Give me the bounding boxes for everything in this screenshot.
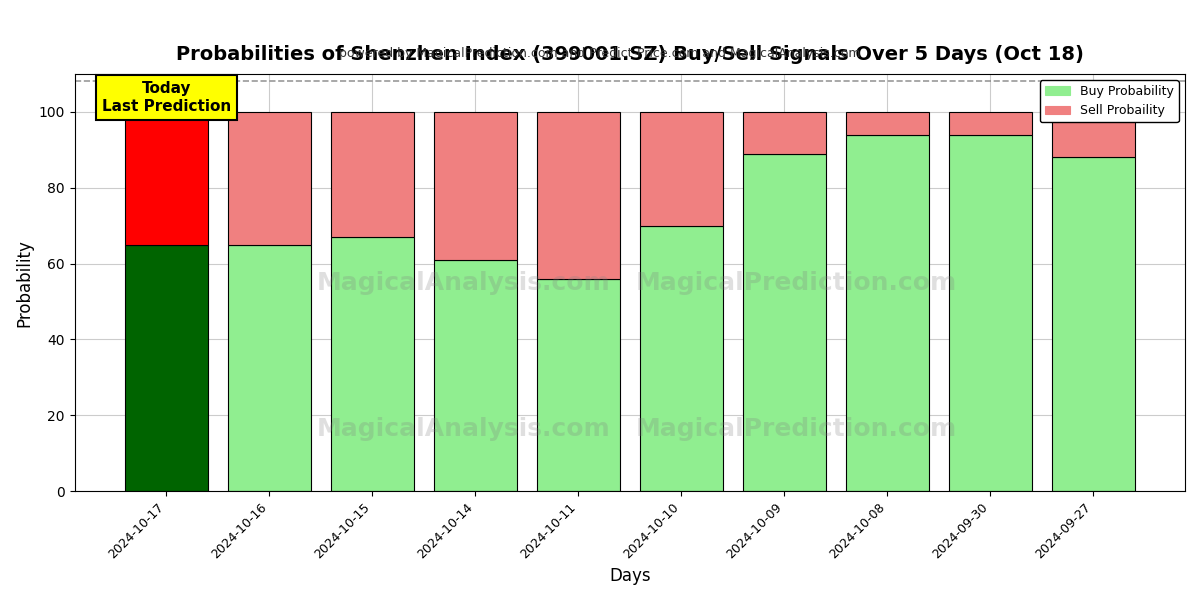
Bar (228, 245, 311, 491)
Bar (640, 112, 722, 226)
Bar (125, 112, 208, 245)
Y-axis label: Probability: Probability (16, 239, 34, 326)
Text: MagicalAnalysis.com: MagicalAnalysis.com (317, 416, 610, 440)
Legend: Buy Probability, Sell Probaility: Buy Probability, Sell Probaility (1040, 80, 1178, 122)
Bar (434, 112, 516, 260)
Bar (1052, 157, 1134, 491)
Bar (743, 154, 826, 491)
Bar (538, 112, 619, 279)
Bar (538, 279, 619, 491)
Bar (743, 112, 826, 154)
Text: Today
Last Prediction: Today Last Prediction (102, 82, 230, 114)
Bar (846, 112, 929, 134)
Text: MagicalAnalysis.com: MagicalAnalysis.com (317, 271, 610, 295)
X-axis label: Days: Days (610, 567, 650, 585)
Title: Probabilities of Shenzhen Index (399001.SZ) Buy/Sell Signals Over 5 Days (Oct 18: Probabilities of Shenzhen Index (399001.… (176, 45, 1084, 64)
Text: powered by MagicalPrediction.com and Predict-Price.com and MagicalAnalysis.com: powered by MagicalPrediction.com and Pre… (340, 47, 860, 61)
Bar (434, 260, 516, 491)
Bar (331, 112, 414, 237)
Bar (949, 134, 1032, 491)
Bar (949, 112, 1032, 134)
Bar (846, 134, 929, 491)
Text: MagicalPrediction.com: MagicalPrediction.com (636, 271, 958, 295)
Bar (228, 112, 311, 245)
Bar (125, 245, 208, 491)
Bar (640, 226, 722, 491)
Text: MagicalPrediction.com: MagicalPrediction.com (636, 416, 958, 440)
Bar (1052, 112, 1134, 157)
Bar (331, 237, 414, 491)
